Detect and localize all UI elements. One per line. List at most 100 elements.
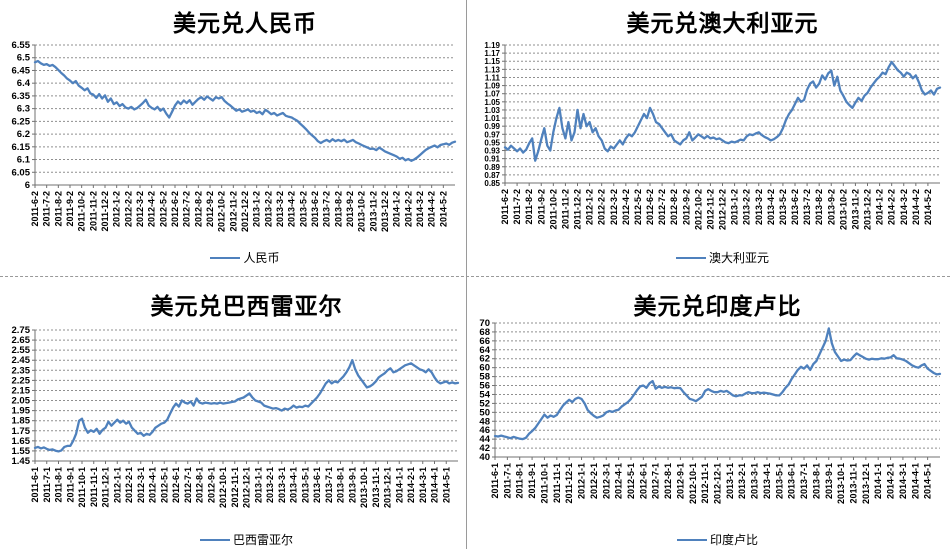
y-tick-label: 6.4 bbox=[17, 78, 31, 89]
x-tick-label: 2012-7-2 bbox=[657, 189, 667, 225]
y-tick-label: 2.75 bbox=[12, 325, 31, 336]
y-tick-label: 1.09 bbox=[484, 82, 500, 91]
y-tick-label: 6.35 bbox=[12, 91, 31, 102]
line-chart-svg: 6.55 6.56.45 6.4 6.35 6.36.25 6.2 6.15 6.16.05 6… bbox=[12, 40, 457, 232]
y-tick-label: 6.2 bbox=[17, 129, 30, 140]
x-tick-label: 2014-3-1 bbox=[898, 463, 908, 499]
x-tick-label: 2014-4-1 bbox=[910, 463, 920, 499]
x-tick-label: 2011-10-2 bbox=[548, 189, 558, 230]
chart-title: 美元兑澳大利亚元 bbox=[626, 10, 819, 36]
y-tick-label: 2.55 bbox=[12, 345, 31, 356]
x-tick-label: 2012-12-1 bbox=[713, 463, 723, 504]
x-tick-label: 2012-11-2 bbox=[228, 191, 238, 232]
x-tick-label: 2012-10-1 bbox=[218, 467, 228, 508]
x-tick-label: 2012-12-2 bbox=[718, 189, 728, 230]
x-tick-label: 2012-4-2 bbox=[621, 189, 631, 225]
x-tick-label: 2013-11-2 bbox=[850, 189, 860, 230]
y-tick-label: 1.75 bbox=[12, 426, 31, 437]
x-tick-label: 2012-9-2 bbox=[681, 189, 691, 225]
legend-line-marker bbox=[675, 256, 706, 259]
y-tick-label: 2.65 bbox=[12, 335, 31, 346]
y-tick-label: 50 bbox=[479, 407, 490, 418]
y-tick-label: 6.15 bbox=[12, 142, 31, 153]
chart-title: 美元兑巴西雷亚尔 bbox=[150, 293, 343, 319]
x-tick-label: 2011-11-1 bbox=[552, 463, 562, 503]
x-tick-label: 2013-4-1 bbox=[762, 463, 772, 499]
x-tick-label: 2013-7-2 bbox=[802, 189, 812, 225]
x-tick-label: 2013-4-2 bbox=[766, 189, 776, 225]
horizontal-divider bbox=[0, 276, 950, 277]
y-tick-label: 1.19 bbox=[484, 41, 500, 50]
legend: 澳大利亚元 bbox=[505, 249, 940, 266]
x-tick-label: 2013-12-2 bbox=[380, 191, 390, 232]
x-tick-label: 2011-12-2 bbox=[100, 191, 110, 232]
y-tick-label: 0.91 bbox=[484, 155, 500, 164]
x-tick-label: 2013-10-1 bbox=[359, 467, 369, 508]
x-tick-label: 2013-9-2 bbox=[826, 189, 836, 225]
x-tick-label: 2014-4-1 bbox=[430, 467, 440, 503]
x-tick-label: 2012-6-2 bbox=[170, 191, 180, 227]
y-tick-label: 62 bbox=[479, 354, 490, 365]
y-tick-label: 6.3 bbox=[17, 104, 30, 115]
y-tick-label: 68 bbox=[479, 327, 490, 338]
y-tick-label: 56 bbox=[479, 381, 490, 392]
y-tick-label: 1.11 bbox=[485, 73, 501, 82]
y-tick-label: 0.87 bbox=[484, 171, 500, 180]
legend-line-marker bbox=[676, 538, 707, 541]
y-tick-label: 1.85 bbox=[12, 416, 31, 427]
legend-label: 澳大利亚元 bbox=[708, 251, 769, 265]
y-tick-label: 54 bbox=[479, 389, 490, 400]
x-tick-label: 2012-11-2 bbox=[705, 189, 715, 230]
x-tick-label: 2013-7-2 bbox=[322, 191, 332, 227]
x-tick-label: 2013-5-2 bbox=[778, 189, 788, 225]
y-tick-label: 0.95 bbox=[484, 138, 500, 147]
x-tick-label: 2011-9-2 bbox=[536, 189, 546, 225]
chart-title: 美元兑印度卢比 bbox=[633, 293, 802, 319]
legend: 巴西雷亚尔 bbox=[35, 531, 458, 548]
x-tick-label: 2013-10-2 bbox=[357, 191, 367, 232]
x-tick-label: 2012-8-1 bbox=[195, 467, 205, 503]
y-tick-label: 6.45 bbox=[12, 65, 31, 76]
y-tick-label: 6.55 bbox=[12, 40, 31, 51]
y-tick-label: 52 bbox=[479, 398, 490, 409]
vertical-divider bbox=[466, 0, 467, 549]
x-tick-label: 2011-10-1 bbox=[539, 463, 549, 504]
x-tick-label: 2013-9-1 bbox=[824, 463, 834, 499]
legend-label: 巴西雷亚尔 bbox=[232, 533, 293, 547]
y-tick-label: 2.45 bbox=[12, 355, 31, 366]
x-tick-label: 2011-6-1 bbox=[490, 463, 500, 499]
x-tick-label: 2011-10-1 bbox=[77, 467, 87, 508]
chart-title: 美元兑人民币 bbox=[173, 10, 317, 36]
x-tick-label: 2011-8-2 bbox=[53, 191, 63, 227]
x-tick-label: 2014-1-1 bbox=[394, 467, 404, 503]
x-tick-label: 2014-3-2 bbox=[899, 189, 909, 225]
x-tick-label: 2014-2-1 bbox=[886, 463, 896, 499]
x-tick-label: 2011-12-2 bbox=[573, 189, 583, 230]
x-tick-label: 2013-2-1 bbox=[265, 467, 275, 503]
x-tick-label: 2012-5-2 bbox=[158, 191, 168, 227]
y-tick-label: 2.05 bbox=[12, 396, 31, 407]
y-tick-label: 1.13 bbox=[484, 65, 500, 74]
x-tick-label: 2012-12-2 bbox=[240, 191, 250, 232]
x-tick-label: 2014-3-1 bbox=[418, 467, 428, 503]
x-tick-label: 2012-8-2 bbox=[669, 189, 679, 225]
x-tick-label: 2013-7-1 bbox=[799, 463, 809, 499]
x-tick-label: 2012-9-1 bbox=[675, 463, 685, 499]
x-tick-label: 2011-11-2 bbox=[560, 189, 570, 229]
y-tick-label: 6.1 bbox=[17, 155, 31, 166]
x-tick-label: 2014-3-2 bbox=[415, 191, 425, 227]
y-tick-label: 2.15 bbox=[12, 385, 31, 396]
x-tick-label: 2013-12-2 bbox=[863, 189, 873, 230]
x-tick-label: 2013-2-2 bbox=[263, 191, 273, 227]
x-tick-label: 2013-12-1 bbox=[383, 467, 393, 508]
x-tick-label: 2012-1-1 bbox=[112, 467, 122, 503]
chart-usd-cny: 美元兑人民币 6.55 6.5 6.45 6.4 6.35 6.3 6.25 6.2 6.15 6… bbox=[0, 0, 467, 277]
x-tick-label: 2013-8-2 bbox=[814, 189, 824, 225]
x-tick-label: 2011-7-1 bbox=[42, 467, 52, 503]
y-tick-label: 0.93 bbox=[484, 147, 500, 156]
x-tick-label: 2011-12-1 bbox=[101, 467, 111, 508]
y-tick-label: 2.25 bbox=[12, 375, 31, 386]
x-tick-label: 2013-10-2 bbox=[838, 189, 848, 230]
x-tick-label: 2011-6-1 bbox=[30, 467, 40, 503]
